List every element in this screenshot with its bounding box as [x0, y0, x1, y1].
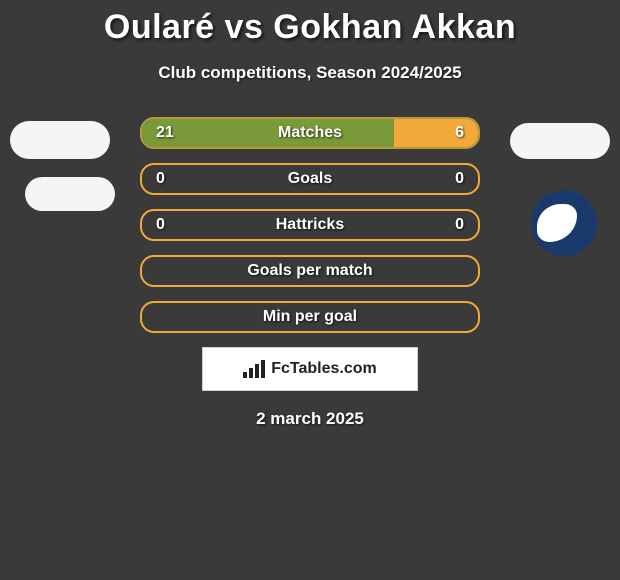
page-title: Oularé vs Gokhan Akkan: [0, 0, 620, 47]
bar-label: Goals: [196, 170, 424, 188]
bar-left-value: 0: [156, 170, 196, 188]
bar-goals-per-match: Goals per match: [140, 255, 480, 287]
comparison-bars: 21 Matches 6 0 Goals 0 0 Hattricks 0 Goa…: [140, 117, 480, 333]
page-subtitle: Club competitions, Season 2024/2025: [0, 63, 620, 83]
branding-box: FcTables.com: [202, 347, 418, 391]
bar-label: Hattricks: [196, 216, 424, 234]
branding-text: FcTables.com: [271, 360, 377, 378]
bar-min-per-goal: Min per goal: [140, 301, 480, 333]
bar-right-value: 0: [424, 170, 464, 188]
bar-right-value: 0: [424, 216, 464, 234]
bar-label: Matches: [196, 124, 424, 142]
bar-chart-icon: [243, 360, 265, 378]
bar-label: Goals per match: [142, 262, 478, 280]
date-label: 2 march 2025: [0, 409, 620, 429]
player-left-avatar-1: [10, 121, 110, 159]
player-left-avatar-2: [25, 177, 115, 211]
bar-left-value: 21: [156, 124, 196, 142]
bar-label: Min per goal: [142, 308, 478, 326]
bar-right-value: 6: [424, 124, 464, 142]
bar-matches: 21 Matches 6: [140, 117, 480, 149]
bar-left-value: 0: [156, 216, 196, 234]
bar-hattricks: 0 Hattricks 0: [140, 209, 480, 241]
comparison-content: 21 Matches 6 0 Goals 0 0 Hattricks 0 Goa…: [0, 117, 620, 429]
bar-goals: 0 Goals 0: [140, 163, 480, 195]
player-right-avatar-1: [510, 123, 610, 159]
player-right-club-logo: [524, 183, 604, 263]
club-logo-icon: [531, 190, 597, 256]
